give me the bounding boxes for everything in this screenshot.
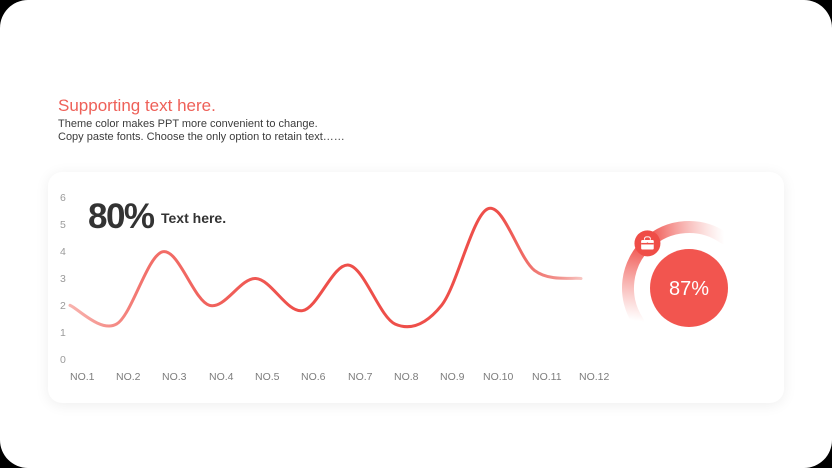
svg-text:87%: 87% [669, 278, 709, 300]
